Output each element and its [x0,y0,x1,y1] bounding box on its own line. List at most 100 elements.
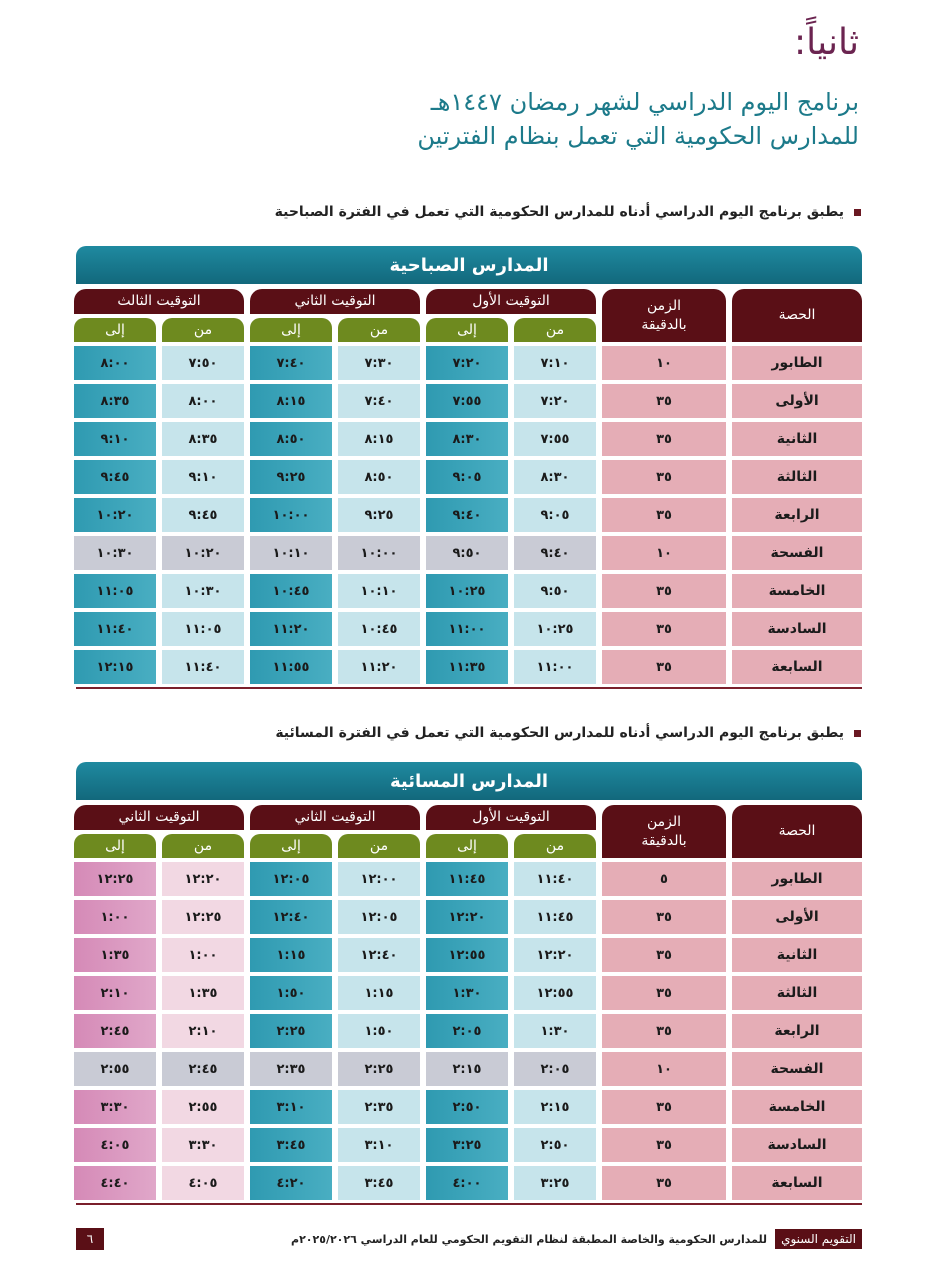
start-time: ١١:٤٠ [514,862,596,896]
footer-text: للمدارس الحكومية والخاصة المطبقة لنظام ا… [291,1232,768,1246]
period-minutes: ٣٥ [602,900,726,934]
end-time: ٩:٠٥ [426,460,508,494]
start-time: ٢:٤٥ [162,1052,244,1086]
start-time: ٧:٥٥ [514,422,596,456]
period-minutes: ٣٥ [602,422,726,456]
period-minutes: ٣٥ [602,574,726,608]
page-title: ثانياً: [794,22,859,63]
start-time: ٣:١٠ [338,1128,420,1162]
minutes-header: الزمن بالدقيقة [602,805,726,858]
period-minutes: ٣٥ [602,650,726,684]
end-time: ٤:٠٥ [74,1128,156,1162]
page-number: ٦ [76,1228,104,1250]
end-time: ٢:٣٥ [250,1052,332,1086]
start-time: ٨:٠٠ [162,384,244,418]
start-time: ٢:٥٠ [514,1128,596,1162]
end-time: ٤:٤٠ [74,1166,156,1200]
end-time: ١:٠٠ [74,900,156,934]
end-time: ٨:٣٥ [74,384,156,418]
end-time: ١٠:٣٠ [74,536,156,570]
schedule-grid: الحصة الزمن بالدقيقة التوقيت الأول من إلى الت… [74,805,862,1200]
period-minutes: ٣٥ [602,1090,726,1124]
start-time: ٣:٣٠ [162,1128,244,1162]
end-time: ٩:٥٠ [426,536,508,570]
period-minutes: ٥ [602,862,726,896]
period-header: الحصة [732,805,862,858]
end-time: ١٠:٢٥ [426,574,508,608]
timing-group-header: التوقيت الثاني [74,805,244,830]
period-minutes: ٣٥ [602,1014,726,1048]
start-time: ١١:٤٠ [162,650,244,684]
period-name: الثانية [732,938,862,972]
to-header: إلى [426,834,508,858]
end-time: ٢:٥٥ [74,1052,156,1086]
to-header: إلى [250,318,332,342]
period-name: الرابعة [732,1014,862,1048]
start-time: ١٠:٢٥ [514,612,596,646]
period-minutes: ٣٥ [602,1128,726,1162]
end-time: ١٢:٥٥ [426,938,508,972]
period-name: السادسة [732,612,862,646]
end-time: ١٠:٢٠ [74,498,156,532]
end-time: ١١:٤٥ [426,862,508,896]
end-time: ٨:١٥ [250,384,332,418]
period-minutes: ١٠ [602,346,726,380]
start-time: ١١:٠٥ [162,612,244,646]
start-time: ١١:٢٠ [338,650,420,684]
start-time: ٨:٥٠ [338,460,420,494]
end-time: ٣:٤٥ [250,1128,332,1162]
start-time: ٨:١٥ [338,422,420,456]
start-time: ١١:٤٥ [514,900,596,934]
start-time: ٢:١٠ [162,1014,244,1048]
timing-group-header: التوقيت الأول [426,289,596,314]
end-time: ١٢:١٥ [74,650,156,684]
period-name: السابعة [732,1166,862,1200]
end-time: ١٠:٤٥ [250,574,332,608]
timing-group-header: التوقيت الثاني [250,289,420,314]
to-header: إلى [74,834,156,858]
end-time: ٢:١٥ [426,1052,508,1086]
start-time: ٢:٠٥ [514,1052,596,1086]
period-name: الخامسة [732,574,862,608]
bullet-square-icon [854,729,861,737]
period-minutes: ٣٥ [602,1166,726,1200]
end-time: ٩:٤٥ [74,460,156,494]
end-time: ٨:٣٠ [426,422,508,456]
start-time: ٩:١٠ [162,460,244,494]
from-header: من [162,318,244,342]
to-header: إلى [250,834,332,858]
start-time: ٣:٢٥ [514,1166,596,1200]
end-time: ٩:٢٥ [250,460,332,494]
period-name: الطابور [732,346,862,380]
end-time: ٢:٢٥ [250,1014,332,1048]
start-time: ١٢:٤٠ [338,938,420,972]
end-time: ٩:١٠ [74,422,156,456]
timing-group-header: التوقيت الثاني [250,805,420,830]
period-name: الثالثة [732,976,862,1010]
minutes-header: الزمن بالدقيقة [602,289,726,342]
period-name: الفسحة [732,536,862,570]
period-name: الرابعة [732,498,862,532]
morning-note: يطبق برنامج اليوم الدراسي أدناه للمدارس … [275,204,861,220]
period-name: الفسحة [732,1052,862,1086]
footer: التقويم السنوي للمدارس الحكومية والخاصة … [76,1228,862,1250]
start-time: ٧:٤٠ [338,384,420,418]
from-header: من [338,834,420,858]
end-time: ٨:٥٠ [250,422,332,456]
period-minutes: ١٠ [602,536,726,570]
timing-group-header: التوقيت الثالث [74,289,244,314]
heading-line-1: برنامج اليوم الدراسي لشهر رمضان ١٤٤٧هـ [430,88,859,116]
start-time: ١:٠٠ [162,938,244,972]
period-minutes: ٣٥ [602,612,726,646]
table-bottom-divider [76,687,862,689]
to-header: إلى [74,318,156,342]
start-time: ٧:٣٠ [338,346,420,380]
end-time: ٢:٥٠ [426,1090,508,1124]
period-minutes: ٣٥ [602,384,726,418]
end-time: ١١:٠٠ [426,612,508,646]
start-time: ٤:٠٥ [162,1166,244,1200]
end-time: ١٠:٠٠ [250,498,332,532]
start-time: ١٢:٠٥ [338,900,420,934]
end-time: ٤:٢٠ [250,1166,332,1200]
period-name: السادسة [732,1128,862,1162]
